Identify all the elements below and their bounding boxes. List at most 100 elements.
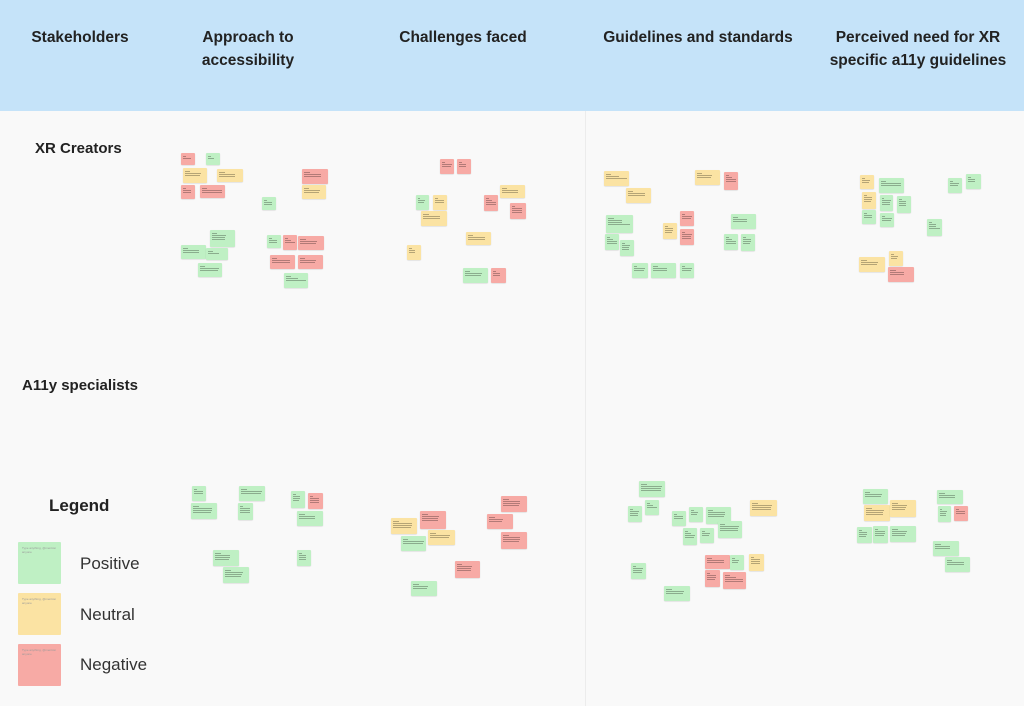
sticky-note-positive[interactable] [731, 214, 756, 229]
sticky-note-negative[interactable] [308, 493, 323, 509]
sticky-note-positive[interactable] [880, 195, 893, 211]
sticky-note-neutral[interactable] [860, 175, 874, 189]
sticky-note-positive[interactable] [730, 555, 744, 570]
sticky-note-positive[interactable] [181, 245, 206, 259]
sticky-note-positive[interactable] [401, 536, 426, 551]
sticky-note-negative[interactable] [440, 159, 454, 174]
sticky-note-positive[interactable] [239, 486, 265, 501]
sticky-note-positive[interactable] [880, 213, 894, 227]
sticky-note-negative[interactable] [270, 255, 295, 269]
sticky-note-neutral[interactable] [663, 223, 677, 239]
sticky-note-positive[interactable] [937, 490, 963, 504]
sticky-note-negative[interactable] [181, 153, 195, 165]
sticky-note-positive[interactable] [210, 230, 235, 247]
sticky-note-negative[interactable] [484, 195, 498, 211]
sticky-note-positive[interactable] [411, 581, 437, 596]
sticky-note-positive[interactable] [632, 263, 648, 278]
sticky-note-negative[interactable] [680, 229, 694, 245]
sticky-note-neutral[interactable] [428, 530, 455, 545]
sticky-note-positive[interactable] [945, 557, 970, 572]
sticky-note-positive[interactable] [606, 215, 633, 233]
sticky-note-positive[interactable] [297, 550, 311, 566]
sticky-note-positive[interactable] [651, 263, 676, 278]
sticky-note-positive[interactable] [639, 481, 665, 497]
sticky-note-neutral[interactable] [750, 500, 777, 516]
sticky-note-negative[interactable] [491, 268, 506, 283]
sticky-note-positive[interactable] [206, 248, 228, 260]
sticky-note-positive[interactable] [879, 178, 904, 193]
sticky-note-positive[interactable] [938, 506, 951, 522]
sticky-note-positive[interactable] [706, 507, 731, 524]
sticky-note-neutral[interactable] [433, 195, 447, 210]
sticky-note-negative[interactable] [501, 532, 527, 549]
sticky-note-positive[interactable] [857, 527, 872, 543]
sticky-note-positive[interactable] [948, 178, 962, 193]
sticky-note-neutral[interactable] [862, 192, 876, 209]
sticky-note-negative[interactable] [724, 172, 738, 190]
sticky-note-negative[interactable] [487, 514, 513, 529]
sticky-note-positive[interactable] [862, 210, 876, 224]
sticky-note-positive[interactable] [741, 234, 755, 251]
sticky-note-neutral[interactable] [466, 232, 491, 245]
sticky-note-neutral[interactable] [500, 185, 525, 198]
sticky-note-positive[interactable] [605, 234, 619, 250]
sticky-note-negative[interactable] [457, 159, 471, 174]
sticky-note-positive[interactable] [416, 195, 429, 210]
legend-card-negative[interactable]: Type anything, @mention anyone [18, 644, 61, 686]
sticky-note-negative[interactable] [298, 236, 324, 250]
sticky-note-negative[interactable] [705, 570, 720, 587]
sticky-note-negative[interactable] [680, 211, 694, 226]
sticky-note-positive[interactable] [206, 153, 220, 165]
sticky-note-neutral[interactable] [421, 211, 447, 226]
sticky-note-positive[interactable] [689, 507, 703, 522]
sticky-note-neutral[interactable] [749, 554, 764, 571]
sticky-note-neutral[interactable] [890, 500, 916, 517]
sticky-note-negative[interactable] [954, 506, 968, 521]
sticky-note-neutral[interactable] [183, 168, 207, 183]
sticky-note-neutral[interactable] [407, 245, 421, 260]
sticky-note-positive[interactable] [631, 563, 646, 579]
sticky-note-positive[interactable] [645, 500, 659, 515]
sticky-note-negative[interactable] [888, 267, 914, 282]
sticky-note-negative[interactable] [501, 496, 527, 512]
sticky-note-neutral[interactable] [859, 257, 885, 272]
sticky-note-positive[interactable] [223, 567, 249, 583]
sticky-note-neutral[interactable] [217, 169, 243, 182]
sticky-note-neutral[interactable] [864, 505, 890, 521]
sticky-note-positive[interactable] [238, 503, 253, 520]
sticky-note-negative[interactable] [200, 185, 225, 198]
sticky-note-positive[interactable] [966, 174, 981, 189]
sticky-note-neutral[interactable] [391, 518, 417, 534]
sticky-note-positive[interactable] [262, 197, 276, 210]
sticky-note-positive[interactable] [628, 506, 642, 522]
sticky-note-positive[interactable] [198, 263, 222, 277]
sticky-note-positive[interactable] [863, 489, 888, 504]
sticky-note-positive[interactable] [284, 273, 308, 288]
sticky-note-positive[interactable] [897, 196, 911, 213]
sticky-note-negative[interactable] [705, 555, 730, 569]
sticky-note-positive[interactable] [718, 521, 742, 538]
sticky-note-positive[interactable] [933, 541, 959, 556]
sticky-note-neutral[interactable] [302, 185, 326, 199]
sticky-note-neutral[interactable] [626, 188, 651, 203]
legend-card-positive[interactable]: Type anything, @mention anyone [18, 542, 61, 584]
sticky-note-negative[interactable] [181, 185, 195, 199]
sticky-note-neutral[interactable] [889, 251, 903, 266]
sticky-note-negative[interactable] [420, 511, 446, 529]
sticky-note-positive[interactable] [192, 486, 206, 501]
sticky-note-positive[interactable] [191, 503, 217, 519]
legend-card-neutral[interactable]: Type anything, @mention anyone [18, 593, 61, 635]
sticky-note-negative[interactable] [298, 255, 323, 269]
sticky-note-positive[interactable] [463, 268, 488, 283]
sticky-note-positive[interactable] [620, 240, 634, 256]
sticky-note-neutral[interactable] [695, 170, 720, 185]
sticky-note-positive[interactable] [297, 511, 323, 526]
sticky-note-positive[interactable] [267, 235, 281, 248]
sticky-note-positive[interactable] [680, 263, 694, 278]
sticky-note-positive[interactable] [700, 528, 714, 543]
sticky-note-positive[interactable] [683, 528, 697, 545]
sticky-note-positive[interactable] [890, 526, 916, 542]
sticky-note-negative[interactable] [302, 169, 328, 184]
sticky-note-negative[interactable] [510, 203, 526, 219]
sticky-note-positive[interactable] [213, 550, 239, 566]
